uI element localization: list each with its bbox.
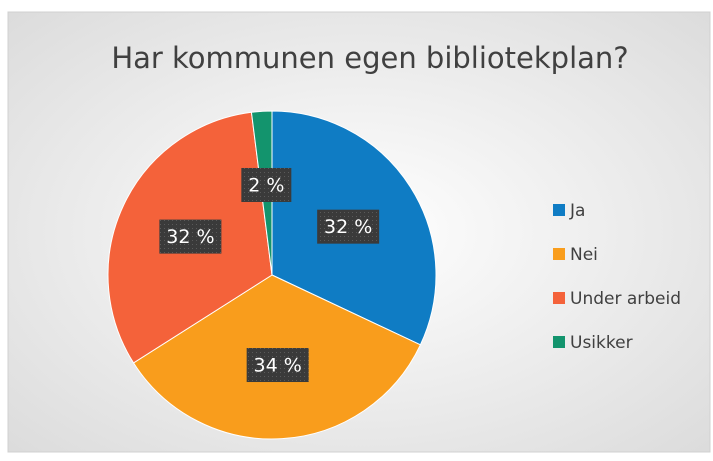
legend-label: Ja	[569, 201, 585, 221]
data-label: 34 %	[254, 355, 302, 377]
data-label-box	[317, 209, 380, 244]
data-label: 32 %	[166, 226, 214, 248]
data-label: 32 %	[324, 216, 372, 238]
legend-label: Nei	[570, 245, 598, 265]
legend-label: Usikker	[570, 333, 633, 353]
chart-title: Har kommunen egen bibliotekplan?	[111, 41, 628, 75]
data-label-box	[159, 219, 222, 254]
legend-swatch	[553, 204, 565, 216]
data-label-box	[246, 348, 309, 383]
data-label: 2 %	[248, 174, 284, 196]
legend-swatch	[553, 336, 565, 348]
legend-swatch	[553, 292, 565, 304]
data-label-box	[241, 167, 292, 202]
legend-swatch	[553, 248, 565, 260]
legend-label: Under arbeid	[570, 289, 681, 309]
